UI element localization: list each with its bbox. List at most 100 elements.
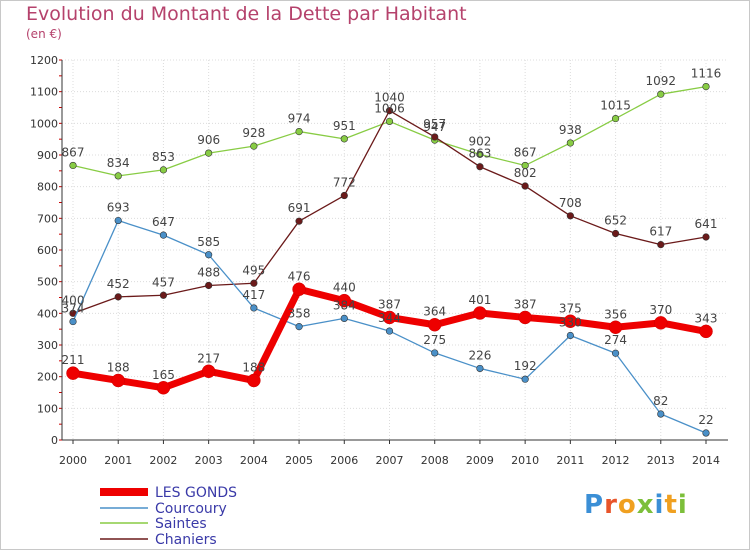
y-tick-label: 400 xyxy=(37,307,58,320)
data-point xyxy=(250,304,258,312)
y-tick-label: 300 xyxy=(37,339,58,352)
data-point xyxy=(295,127,303,136)
data-point xyxy=(427,317,442,332)
data-label: 617 xyxy=(649,225,672,239)
data-point xyxy=(702,82,710,91)
data-label: 188 xyxy=(107,360,130,374)
data-label: 211 xyxy=(62,353,85,367)
data-point xyxy=(385,327,394,335)
data-point xyxy=(521,161,529,170)
data-point xyxy=(657,90,665,98)
data-label: 652 xyxy=(604,214,627,228)
data-label: 457 xyxy=(152,275,175,289)
y-tick-label: 700 xyxy=(37,212,58,225)
data-point xyxy=(702,429,710,437)
data-point xyxy=(114,293,122,301)
chart-subtitle: (en €) xyxy=(26,27,62,41)
data-label: 401 xyxy=(468,293,491,307)
data-label: 370 xyxy=(649,303,672,317)
data-point xyxy=(476,150,484,158)
x-tick-label: 2010 xyxy=(511,454,539,467)
data-point xyxy=(114,172,122,180)
data-label: 708 xyxy=(559,196,582,210)
y-tick-label: 1100 xyxy=(30,86,58,99)
data-label: 226 xyxy=(468,348,491,362)
y-tick-label: 1000 xyxy=(30,117,58,130)
x-tick-label: 2011 xyxy=(556,454,584,467)
data-label: 691 xyxy=(288,201,311,215)
data-label: 384 xyxy=(333,298,356,312)
x-tick-label: 2013 xyxy=(647,454,675,467)
y-tick-label: 0 xyxy=(51,434,58,447)
data-point xyxy=(250,142,258,150)
data-label: 951 xyxy=(333,119,356,133)
data-point xyxy=(476,163,484,171)
x-tick-label: 2012 xyxy=(602,454,630,467)
data-point xyxy=(111,373,125,388)
data-point xyxy=(340,314,348,323)
data-point xyxy=(611,229,620,238)
y-tick-label: 900 xyxy=(37,149,58,162)
x-tick-label: 2008 xyxy=(421,454,449,467)
data-label: 693 xyxy=(107,201,130,215)
x-tick-label: 2009 xyxy=(466,454,494,467)
data-label: 375 xyxy=(559,301,582,315)
data-label: 863 xyxy=(468,147,491,161)
series xyxy=(66,82,713,437)
data-label: 495 xyxy=(242,263,265,277)
data-label: 387 xyxy=(514,297,537,311)
data-label: 22 xyxy=(698,413,713,427)
data-point xyxy=(566,212,574,220)
data-point xyxy=(518,310,532,325)
data-label: 902 xyxy=(468,134,491,148)
data-point xyxy=(611,349,620,357)
data-point xyxy=(702,233,710,241)
data-label: 374 xyxy=(62,302,85,316)
data-label: 834 xyxy=(107,156,130,170)
data-point xyxy=(205,149,213,157)
data-point xyxy=(340,135,348,143)
data-point xyxy=(295,217,303,225)
data-point xyxy=(611,114,620,123)
legend-label: LES GONDS xyxy=(155,485,237,501)
data-point xyxy=(295,323,303,331)
data-label: 476 xyxy=(288,269,311,283)
data-label: 853 xyxy=(152,150,175,164)
data-label: 192 xyxy=(514,359,537,373)
chart-title: Evolution du Montant de la Dette par Hab… xyxy=(26,3,467,25)
data-label: 867 xyxy=(62,145,85,159)
data-point xyxy=(156,381,171,395)
data-label: 400 xyxy=(62,293,85,307)
x-tick-label: 2014 xyxy=(692,454,720,467)
data-label: 275 xyxy=(423,333,446,347)
data-point xyxy=(563,314,578,328)
data-point xyxy=(431,349,439,357)
data-label: 928 xyxy=(242,126,265,140)
data-point xyxy=(114,216,122,225)
data-label: 274 xyxy=(604,333,627,347)
y-tick-label: 800 xyxy=(37,181,58,194)
data-label: 364 xyxy=(423,305,446,319)
data-label: 947 xyxy=(423,120,446,134)
data-label: 488 xyxy=(197,265,220,279)
proxiti-logo: Proxiti xyxy=(584,490,688,520)
data-label: 906 xyxy=(197,133,220,147)
data-label: 802 xyxy=(514,166,537,180)
data-point xyxy=(159,291,168,299)
data-point xyxy=(521,182,529,190)
data-point xyxy=(657,410,665,418)
data-point xyxy=(476,364,484,373)
data-point xyxy=(385,107,394,115)
data-point xyxy=(385,117,394,126)
data-label: 358 xyxy=(288,307,311,321)
data-point xyxy=(654,316,668,330)
x-tick-label: 2004 xyxy=(240,454,268,467)
y-tick-label: 600 xyxy=(37,244,58,257)
data-label: 974 xyxy=(288,112,311,126)
data-point xyxy=(337,293,352,308)
data-label: 1015 xyxy=(600,99,631,113)
data-label: 188 xyxy=(242,360,265,374)
data-point xyxy=(69,317,77,326)
data-label: 165 xyxy=(152,368,175,382)
data-label: 641 xyxy=(695,217,718,231)
